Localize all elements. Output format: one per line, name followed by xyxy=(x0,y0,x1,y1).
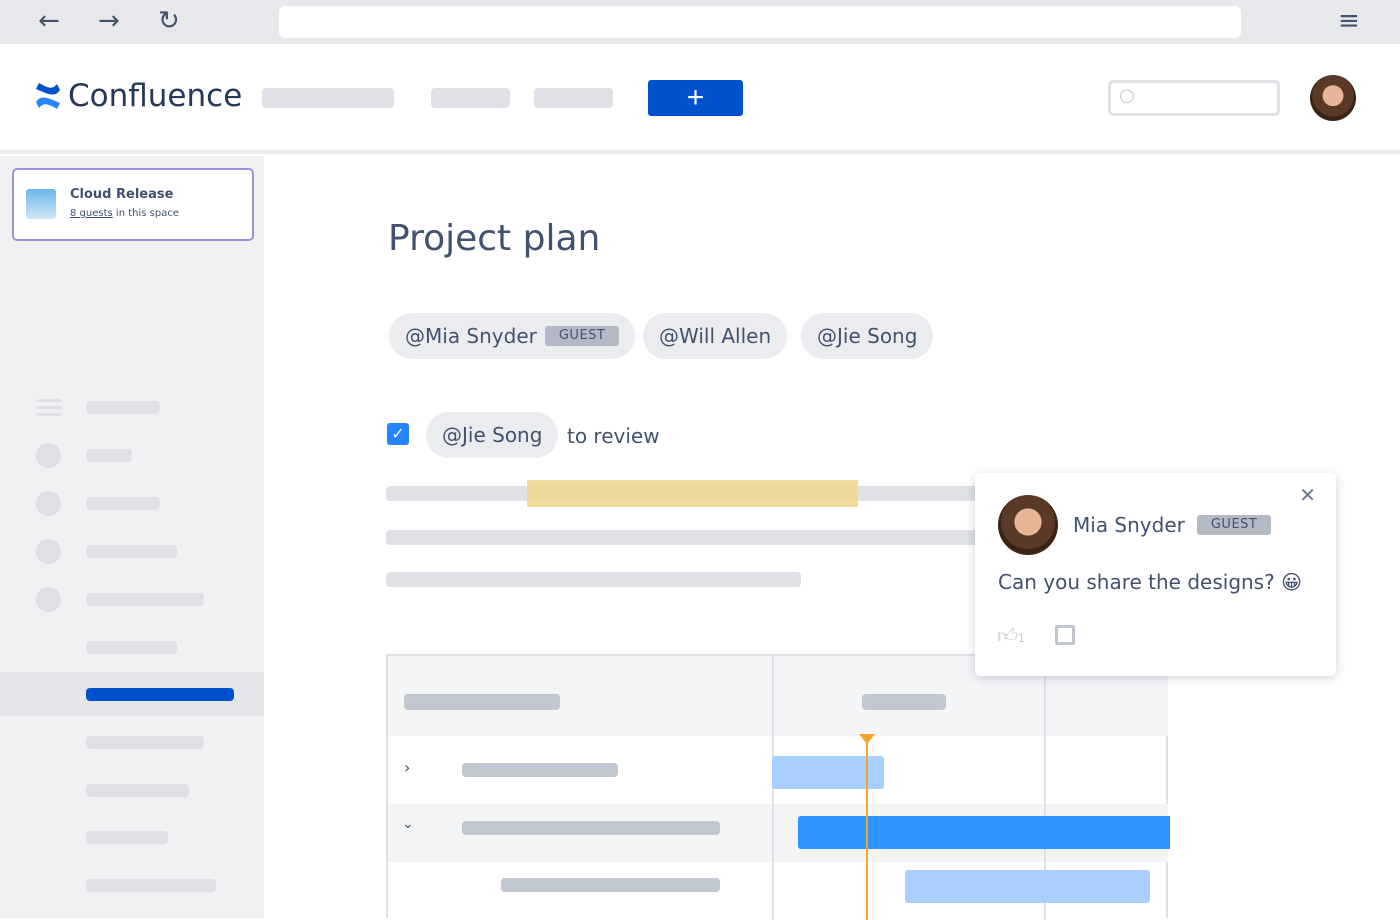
address-bar[interactable] xyxy=(279,6,1241,38)
nav-item[interactable] xyxy=(431,88,510,108)
task-text: to review xyxy=(567,424,660,448)
sidebar-item[interactable] xyxy=(86,641,177,654)
circle-icon xyxy=(36,539,61,564)
page-title: Project plan xyxy=(388,218,601,259)
mention-label: @Will Allen xyxy=(659,324,772,348)
timeline-bar[interactable] xyxy=(772,756,884,789)
space-card[interactable]: Cloud Release 8 guests in this space xyxy=(12,168,254,241)
guest-badge: GUEST xyxy=(544,326,620,346)
confluence-logo-icon xyxy=(36,83,60,109)
comment-author: Mia Snyder xyxy=(1073,513,1185,537)
sidebar-item[interactable] xyxy=(86,497,160,510)
sidebar-item[interactable] xyxy=(86,545,177,558)
sidebar-item[interactable] xyxy=(86,736,204,749)
row-label xyxy=(501,878,720,892)
task-mention[interactable]: @Jie Song xyxy=(426,412,559,458)
mention-will-allen[interactable]: @Will Allen xyxy=(643,313,788,359)
nav-item[interactable] xyxy=(262,88,394,108)
logo-text: Confluence xyxy=(68,78,243,114)
mention-mia-snyder[interactable]: @Mia Snyder GUEST xyxy=(389,313,636,359)
space-icon xyxy=(26,189,56,219)
today-marker-icon xyxy=(859,734,875,744)
sidebar xyxy=(0,156,264,918)
reload-icon[interactable]: ↻ xyxy=(158,6,180,36)
highlighted-text[interactable] xyxy=(527,480,858,507)
close-icon[interactable]: ✕ xyxy=(1299,483,1316,507)
guests-suffix: in this space xyxy=(112,208,179,219)
row-label xyxy=(462,763,618,777)
menu-icon[interactable]: ≡ xyxy=(1338,6,1360,36)
search-input[interactable]: ○ xyxy=(1108,80,1280,116)
list-icon xyxy=(36,399,62,417)
browser-toolbar: ← → ↻ ≡ xyxy=(0,0,1400,44)
chevron-down-icon[interactable]: ⌄ xyxy=(402,816,414,832)
column-header xyxy=(404,694,560,710)
back-icon[interactable]: ← xyxy=(38,6,60,36)
sidebar-item[interactable] xyxy=(86,879,216,892)
mention-label: @Jie Song xyxy=(817,324,918,348)
mention-label: @Jie Song xyxy=(442,423,543,447)
grinning-emoji-icon: 😀 xyxy=(1281,570,1302,594)
sidebar-item[interactable] xyxy=(86,593,204,606)
guests-link[interactable]: 8 guests xyxy=(70,208,113,219)
like-count: 1 xyxy=(1017,632,1025,645)
forward-icon[interactable]: → xyxy=(98,6,120,36)
text-line xyxy=(386,530,986,545)
space-name: Cloud Release xyxy=(70,187,174,202)
sidebar-item[interactable] xyxy=(86,401,160,414)
today-marker xyxy=(866,736,868,920)
sidebar-item[interactable] xyxy=(86,831,168,844)
sidebar-item[interactable] xyxy=(86,449,132,462)
circle-icon xyxy=(36,491,61,516)
search-icon: ○ xyxy=(1119,85,1135,106)
roadmap-table: › ⌄ xyxy=(386,654,1170,920)
nav-item[interactable] xyxy=(534,88,613,108)
confluence-logo[interactable]: Confluence xyxy=(34,78,242,114)
task-checkbox[interactable]: ✓ xyxy=(387,423,409,445)
create-button[interactable]: + xyxy=(648,80,743,116)
archive-icon[interactable] xyxy=(1055,625,1075,645)
circle-icon xyxy=(36,587,61,612)
comment-avatar xyxy=(998,495,1058,555)
sidebar-item[interactable] xyxy=(86,784,189,797)
mention-jie-song[interactable]: @Jie Song xyxy=(801,313,934,359)
text-line xyxy=(386,572,801,587)
guest-badge: GUEST xyxy=(1196,515,1272,535)
timeline-bar[interactable] xyxy=(905,870,1150,903)
like-button[interactable]: 👍︎1 xyxy=(997,623,1025,648)
mention-label: @Mia Snyder xyxy=(405,324,537,348)
row-label xyxy=(462,821,720,835)
sidebar-item-selected[interactable] xyxy=(0,672,264,716)
user-avatar[interactable] xyxy=(1310,75,1356,121)
timeline-bar[interactable] xyxy=(798,816,1170,849)
chevron-right-icon[interactable]: › xyxy=(404,758,411,777)
comment-text: Can you share the designs? xyxy=(998,570,1275,594)
thumbs-up-icon: 👍︎ xyxy=(997,623,1018,647)
column-header xyxy=(862,694,946,710)
comment-popup: ✕ Mia Snyder GUEST Can you share the desi… xyxy=(975,473,1336,676)
circle-icon xyxy=(36,443,61,468)
